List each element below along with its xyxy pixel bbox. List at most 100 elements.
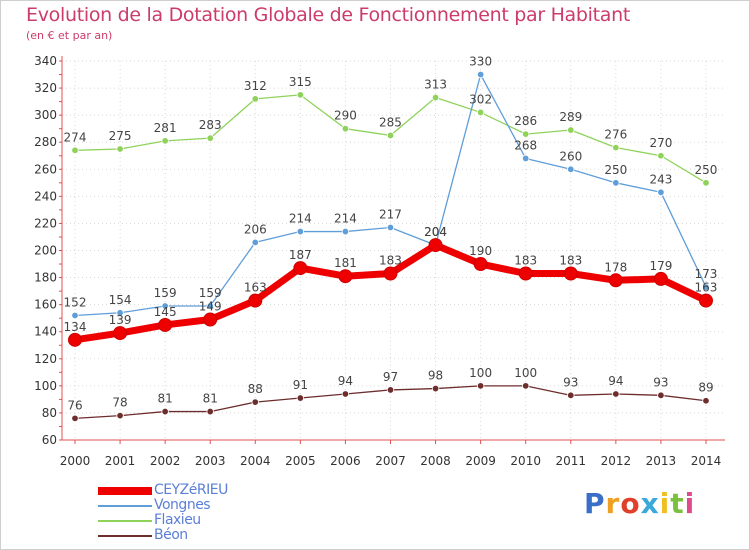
legend-swatch: [98, 487, 152, 495]
y-tick-label: 200: [34, 244, 57, 258]
data-point: [206, 134, 214, 142]
proxiti-logo: Proxiti: [584, 487, 695, 520]
data-label: 134: [64, 320, 87, 334]
data-label: 330: [469, 55, 492, 69]
data-point: [476, 108, 485, 117]
data-label: 159: [199, 286, 222, 300]
legend-label: Béon: [154, 527, 188, 543]
data-label: 78: [112, 396, 127, 410]
data-point: [567, 391, 575, 400]
line-chart: 60 80 100 120 140 160 180 200 220 240 260 280 300 320…: [34, 54, 725, 468]
data-point: [476, 70, 485, 79]
data-label: 179: [649, 259, 672, 273]
y-tick-label: 260: [34, 162, 57, 176]
y-tick-label: 280: [34, 135, 57, 149]
data-label: 281: [154, 121, 177, 135]
legend-label: Vongnes: [154, 497, 211, 513]
data-point: [206, 407, 214, 416]
data-point: [653, 271, 668, 286]
y-tick-label: 140: [34, 325, 57, 339]
data-label: 100: [469, 366, 492, 380]
data-point: [341, 124, 350, 133]
data-point: [702, 283, 710, 291]
data-point: [251, 398, 259, 406]
y-tick-label: 120: [34, 352, 57, 366]
data-label: 98: [428, 369, 443, 383]
data-point: [612, 390, 620, 398]
chart-subtitle: (en € et par an): [26, 29, 113, 42]
data-label: 315: [289, 75, 312, 89]
data-label: 178: [604, 260, 627, 274]
data-label: 139: [109, 313, 132, 327]
x-tick-label: 2000: [60, 454, 91, 468]
data-point: [251, 95, 259, 103]
data-label: 97: [383, 370, 398, 384]
data-point: [161, 137, 169, 145]
y-tick-label: 320: [34, 81, 57, 95]
y-tick-label: 240: [34, 189, 57, 203]
legend-label: CEYZéRIEU: [154, 482, 228, 498]
y-tick-label: 60: [42, 433, 57, 447]
data-point: [567, 126, 575, 134]
logo-letter: x: [640, 487, 660, 520]
y-tick-label: 100: [34, 379, 57, 393]
data-label: 81: [157, 392, 172, 406]
data-label: 91: [293, 378, 308, 392]
data-point: [386, 131, 395, 140]
data-label: 206: [244, 222, 267, 236]
data-point: [522, 154, 530, 163]
data-point: [116, 411, 124, 420]
data-point: [702, 179, 710, 187]
data-label: 243: [649, 172, 672, 186]
data-label: 183: [379, 254, 402, 268]
data-label: 154: [109, 293, 132, 307]
data-point: [431, 384, 440, 393]
logo-letter: o: [620, 487, 641, 520]
data-label: 268: [514, 138, 537, 152]
data-point: [657, 391, 665, 400]
data-point: [431, 93, 440, 102]
y-tick-label: 340: [34, 54, 57, 68]
data-point: [563, 266, 578, 281]
data-point: [608, 273, 623, 288]
legend-swatch: [98, 520, 152, 522]
data-label: 163: [244, 281, 267, 295]
data-label: 89: [698, 381, 713, 395]
data-point: [248, 293, 263, 308]
y-tick-label: 180: [34, 271, 57, 285]
data-point: [522, 382, 530, 390]
data-label: 163: [695, 281, 718, 295]
data-label: 187: [289, 248, 312, 262]
data-label: 183: [559, 254, 582, 268]
data-label: 181: [334, 256, 357, 270]
chart-title: Evolution de la Dotation Globale de Fonc…: [26, 4, 631, 26]
data-label: 274: [64, 130, 87, 144]
data-point: [293, 261, 308, 276]
x-tick-label: 2011: [555, 454, 586, 468]
data-point: [473, 257, 488, 272]
logo-letter: P: [584, 487, 606, 520]
legend-swatch: [98, 505, 152, 507]
x-tick-label: 2001: [105, 454, 136, 468]
data-point: [251, 238, 259, 247]
data-label: 93: [563, 375, 578, 389]
logo-letter: t: [670, 487, 685, 520]
logo-letter: i: [659, 487, 671, 520]
data-label: 145: [154, 305, 177, 319]
data-label: 270: [649, 136, 672, 150]
data-label: 159: [154, 286, 177, 300]
data-label: 302: [469, 92, 492, 106]
data-label: 217: [379, 207, 402, 221]
data-label: 81: [203, 392, 218, 406]
x-tick-label: 2004: [240, 454, 271, 468]
data-label: 190: [469, 244, 492, 258]
data-label: 289: [559, 110, 582, 124]
data-point: [476, 382, 485, 390]
data-label: 76: [67, 398, 82, 412]
y-tick-label: 220: [34, 216, 57, 230]
data-point: [612, 143, 620, 152]
data-label: 94: [608, 374, 623, 388]
x-tick-label: 2014: [691, 454, 722, 468]
data-label: 214: [334, 212, 357, 226]
data-label: 275: [109, 129, 132, 143]
